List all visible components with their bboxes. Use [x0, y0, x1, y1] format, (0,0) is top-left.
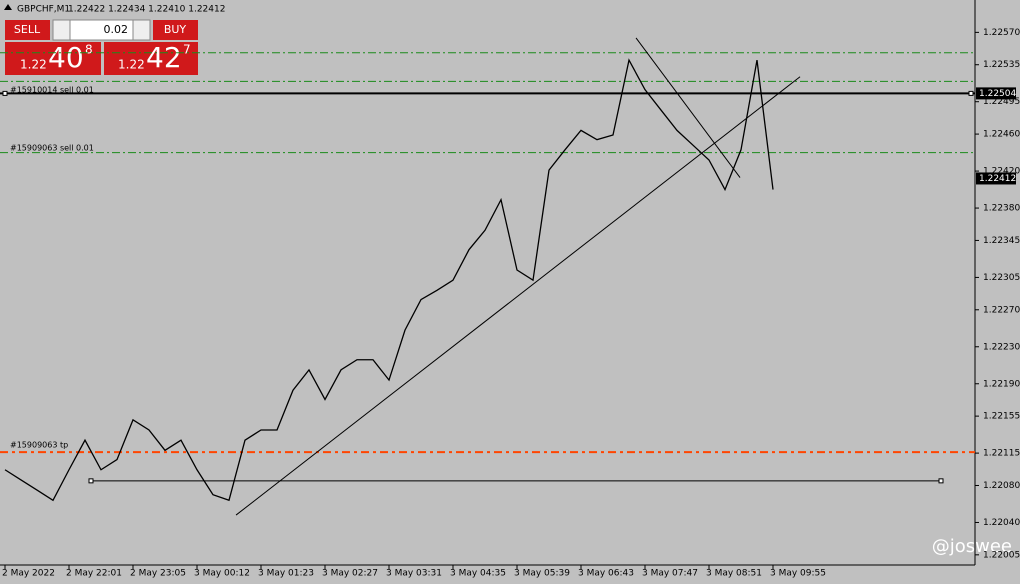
y-tick-label: 1.22270	[983, 305, 1020, 315]
trendline	[235, 76, 801, 516]
price-tag-label: 1.22504	[979, 89, 1016, 99]
header-icon	[4, 4, 12, 10]
y-tick-label: 1.22570	[983, 28, 1020, 38]
x-tick-label: 2 May 2022	[2, 569, 55, 579]
level-handle	[2, 90, 8, 96]
sell-button[interactable]	[5, 20, 50, 40]
y-tick-label: 1.22420	[983, 167, 1020, 177]
y-tick-label: 1.22380	[983, 204, 1020, 214]
watermark: @joswee	[932, 536, 1012, 557]
ask-box[interactable]	[104, 42, 198, 75]
y-tick-label: 1.22040	[983, 518, 1020, 528]
ohlc: 1.22422 1.22434 1.22410 1.22412	[68, 5, 225, 15]
y-tick-label: 1.22080	[983, 481, 1020, 491]
x-tick-label: 3 May 04:35	[450, 569, 506, 579]
bid-main: 40	[48, 41, 84, 74]
y-tick-label: 1.22005	[983, 550, 1020, 560]
y-tick-label: 1.22535	[983, 60, 1020, 70]
y-tick-label: 1.22230	[983, 342, 1020, 352]
order-label: #15909063 sell 0.01	[10, 144, 94, 153]
y-tick-label: 1.22345	[983, 236, 1020, 246]
order-label: #15910014 sell 0.01	[10, 86, 94, 95]
y-tick-label: 1.22115	[983, 449, 1020, 459]
y-tick-label: 1.22460	[983, 130, 1020, 140]
x-tick-label: 2 May 23:05	[130, 569, 186, 579]
x-tick-label: 2 May 22:01	[66, 569, 122, 579]
level-handle	[968, 90, 974, 96]
ask-small: 7	[183, 43, 191, 57]
x-tick-label: 3 May 08:51	[706, 569, 762, 579]
x-tick-label: 3 May 07:47	[642, 569, 698, 579]
sell-label[interactable]: SELL	[14, 23, 41, 36]
lot-down[interactable]	[52, 19, 71, 41]
ask-main: 42	[146, 41, 182, 74]
buy-label[interactable]: BUY	[164, 23, 187, 36]
y-tick-label: 1.22305	[983, 273, 1020, 283]
level-handle	[938, 478, 944, 484]
lot-up[interactable]	[132, 19, 151, 41]
x-tick-label: 3 May 09:55	[770, 569, 826, 579]
y-tick-label: 1.22495	[983, 97, 1020, 107]
price-tag	[976, 87, 1016, 100]
lot-value[interactable]: 0.02	[104, 23, 129, 36]
bid-small: 8	[85, 43, 93, 57]
buy-button[interactable]	[153, 20, 198, 40]
x-tick-label: 3 May 05:39	[514, 569, 570, 579]
bid-big: 1.22	[20, 58, 47, 72]
price-line	[4, 58, 774, 502]
trendline	[635, 37, 741, 178]
bid-box[interactable]	[5, 42, 101, 75]
x-tick-label: 3 May 03:31	[386, 569, 442, 579]
y-tick-label: 1.22155	[983, 412, 1020, 422]
level-handle	[88, 478, 94, 484]
x-tick-label: 3 May 06:43	[578, 569, 634, 579]
price-tag-label: 1.22412	[979, 174, 1016, 184]
x-tick-label: 3 May 02:27	[322, 569, 378, 579]
y-tick-label: 1.22190	[983, 379, 1020, 389]
ask-big: 1.22	[118, 58, 145, 72]
x-tick-label: 3 May 00:12	[194, 569, 250, 579]
symbol: GBPCHF,M1	[17, 5, 70, 15]
order-label: #15909063 tp	[10, 441, 68, 450]
trade-panel: SELL 0.02 BUY 1.22 40 8 1.22 42 7	[5, 19, 198, 75]
price-tag	[976, 172, 1016, 185]
x-tick-label: 3 May 01:23	[258, 569, 314, 579]
